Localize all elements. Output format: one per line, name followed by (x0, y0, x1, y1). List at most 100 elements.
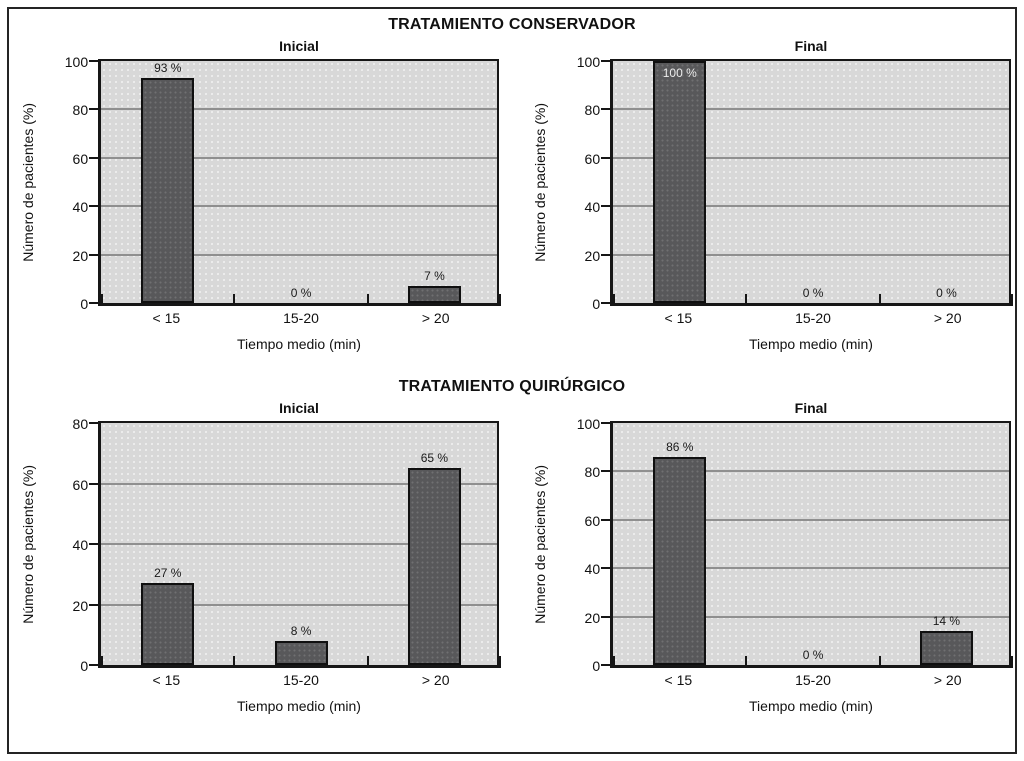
plot-area: 93 % 0 % 7 % (89, 59, 502, 306)
y-tick-mark (89, 60, 102, 62)
x-tick-label: > 20 (933, 672, 962, 688)
gridline (101, 253, 497, 256)
y-tick-mark (89, 253, 102, 256)
x-tick-mark (745, 294, 748, 306)
gridline (613, 253, 1009, 256)
chart-panel: Inicial Número de pacientes (%) 0 20 40 60 80 1… (13, 38, 502, 352)
x-category-row: < 15 15-20 > 20 (99, 672, 503, 688)
x-axis-label: Tiempo medio (min) (237, 698, 361, 714)
group-title-conservador: TRATAMIENTO CONSERVADOR (388, 16, 636, 33)
gridline (101, 205, 497, 208)
gridline (613, 108, 1009, 111)
x-tick-mark (1011, 656, 1014, 668)
bar (141, 583, 195, 665)
chart-mid: Número de pacientes (%) 0 20 40 60 80 100 86 % 0… (525, 416, 1014, 674)
x-tick-label: > 20 (421, 672, 450, 688)
y-axis-label: Número de pacientes (%) (19, 103, 36, 262)
bar (653, 61, 707, 303)
y-tick-mark (601, 470, 614, 473)
y-axis-label-column: Número de pacientes (%) (525, 59, 555, 306)
y-tick-column: 0 20 40 60 80 100 (555, 416, 610, 674)
bar-value-label: 0 % (802, 286, 824, 300)
gridline (101, 156, 497, 159)
y-axis-label-column: Número de pacientes (%) (13, 59, 43, 306)
x-tick-mark (233, 294, 236, 306)
chart-panel: Final Número de pacientes (%) 0 20 40 60 80 100… (525, 400, 1014, 714)
y-tick-mark (601, 108, 614, 111)
bar-value-label: 0 % (290, 286, 312, 300)
y-tick-label: 80 (584, 102, 601, 119)
y-tick-mark (601, 567, 614, 570)
treatment-group-conservador: TRATAMIENTO CONSERVADOR Inicial Número de… (9, 16, 1015, 352)
gridline (101, 482, 497, 485)
chart-mid: Número de pacientes (%) 0 20 40 60 80 100 100 %… (525, 54, 1014, 312)
bar-value-label: 8 % (290, 623, 312, 638)
y-axis-label: Número de pacientes (%) (19, 465, 36, 624)
bar (653, 456, 707, 665)
y-tick-label: 0 (80, 658, 89, 674)
x-tick-mark (499, 656, 502, 668)
group-title-quirurgico: TRATAMIENTO QUIRÚRGICO (398, 378, 626, 395)
y-tick-mark (601, 664, 614, 666)
x-tick-mark (499, 294, 502, 306)
gridline (101, 108, 497, 111)
x-tick-label: < 15 (664, 672, 693, 688)
y-tick-label: 0 (592, 658, 601, 674)
chart-subplot-title: Final (794, 400, 828, 416)
chart-subplot-title: Final (794, 38, 828, 54)
x-tick-mark (366, 294, 369, 306)
bar-value-label: 86 % (666, 439, 694, 454)
y-tick-column: 0 20 40 60 80 100 (43, 54, 98, 312)
y-tick-mark (601, 518, 614, 521)
x-tick-label: 15-20 (283, 672, 319, 688)
y-axis-label: Número de pacientes (%) (531, 465, 548, 624)
bar-value-label: 14 % (932, 614, 961, 629)
y-tick-column: 0 20 40 60 80 (43, 416, 98, 674)
y-tick-mark (89, 108, 102, 111)
y-tick-label: 60 (584, 150, 601, 167)
x-tick-mark (613, 656, 616, 668)
y-tick-mark (89, 482, 102, 485)
x-tick-mark (1011, 294, 1014, 306)
y-tick-label: 80 (72, 102, 89, 119)
x-category-row: < 15 15-20 > 20 (611, 310, 1015, 326)
x-tick-mark (101, 294, 104, 306)
charts-row-conservador: Inicial Número de pacientes (%) 0 20 40 60 80 1… (9, 38, 1015, 352)
x-tick-label: > 20 (421, 310, 450, 326)
y-tick-label: 20 (584, 609, 601, 626)
x-category-row: < 15 15-20 > 20 (611, 672, 1015, 688)
x-tick-mark (366, 656, 369, 668)
y-tick-label: 20 (72, 597, 89, 614)
y-tick-mark (89, 205, 102, 208)
chart-panel: Inicial Número de pacientes (%) 0 20 40 60 80 2… (13, 400, 502, 714)
bar (274, 640, 328, 665)
y-tick-mark (601, 156, 614, 159)
bar-value-label: 0 % (802, 648, 824, 662)
y-tick-label: 40 (584, 561, 601, 578)
y-tick-mark (601, 422, 614, 424)
y-tick-label: 40 (72, 537, 89, 553)
y-tick-mark (601, 615, 614, 618)
x-axis-label: Tiempo medio (min) (749, 336, 873, 352)
gridline (613, 470, 1009, 473)
y-tick-mark (601, 60, 614, 62)
bar-value-label: 0 % (936, 286, 957, 300)
x-tick-mark (613, 294, 616, 306)
y-tick-label: 80 (584, 464, 601, 481)
y-tick-mark (89, 156, 102, 159)
y-axis-label-column: Número de pacientes (%) (525, 421, 555, 668)
chart-subplot-title: Inicial (279, 38, 319, 54)
y-tick-mark (89, 543, 102, 545)
y-tick-label: 100 (576, 416, 601, 432)
y-tick-label: 40 (584, 199, 601, 216)
gridline (613, 567, 1009, 570)
y-tick-mark (89, 302, 102, 304)
figure-frame (7, 7, 1017, 754)
x-tick-label: 15-20 (795, 672, 831, 688)
bar (141, 77, 195, 303)
y-tick-mark (89, 664, 102, 666)
y-tick-label: 80 (72, 416, 89, 432)
bar-value-label: 27 % (154, 566, 182, 581)
x-tick-label: < 15 (664, 310, 693, 326)
